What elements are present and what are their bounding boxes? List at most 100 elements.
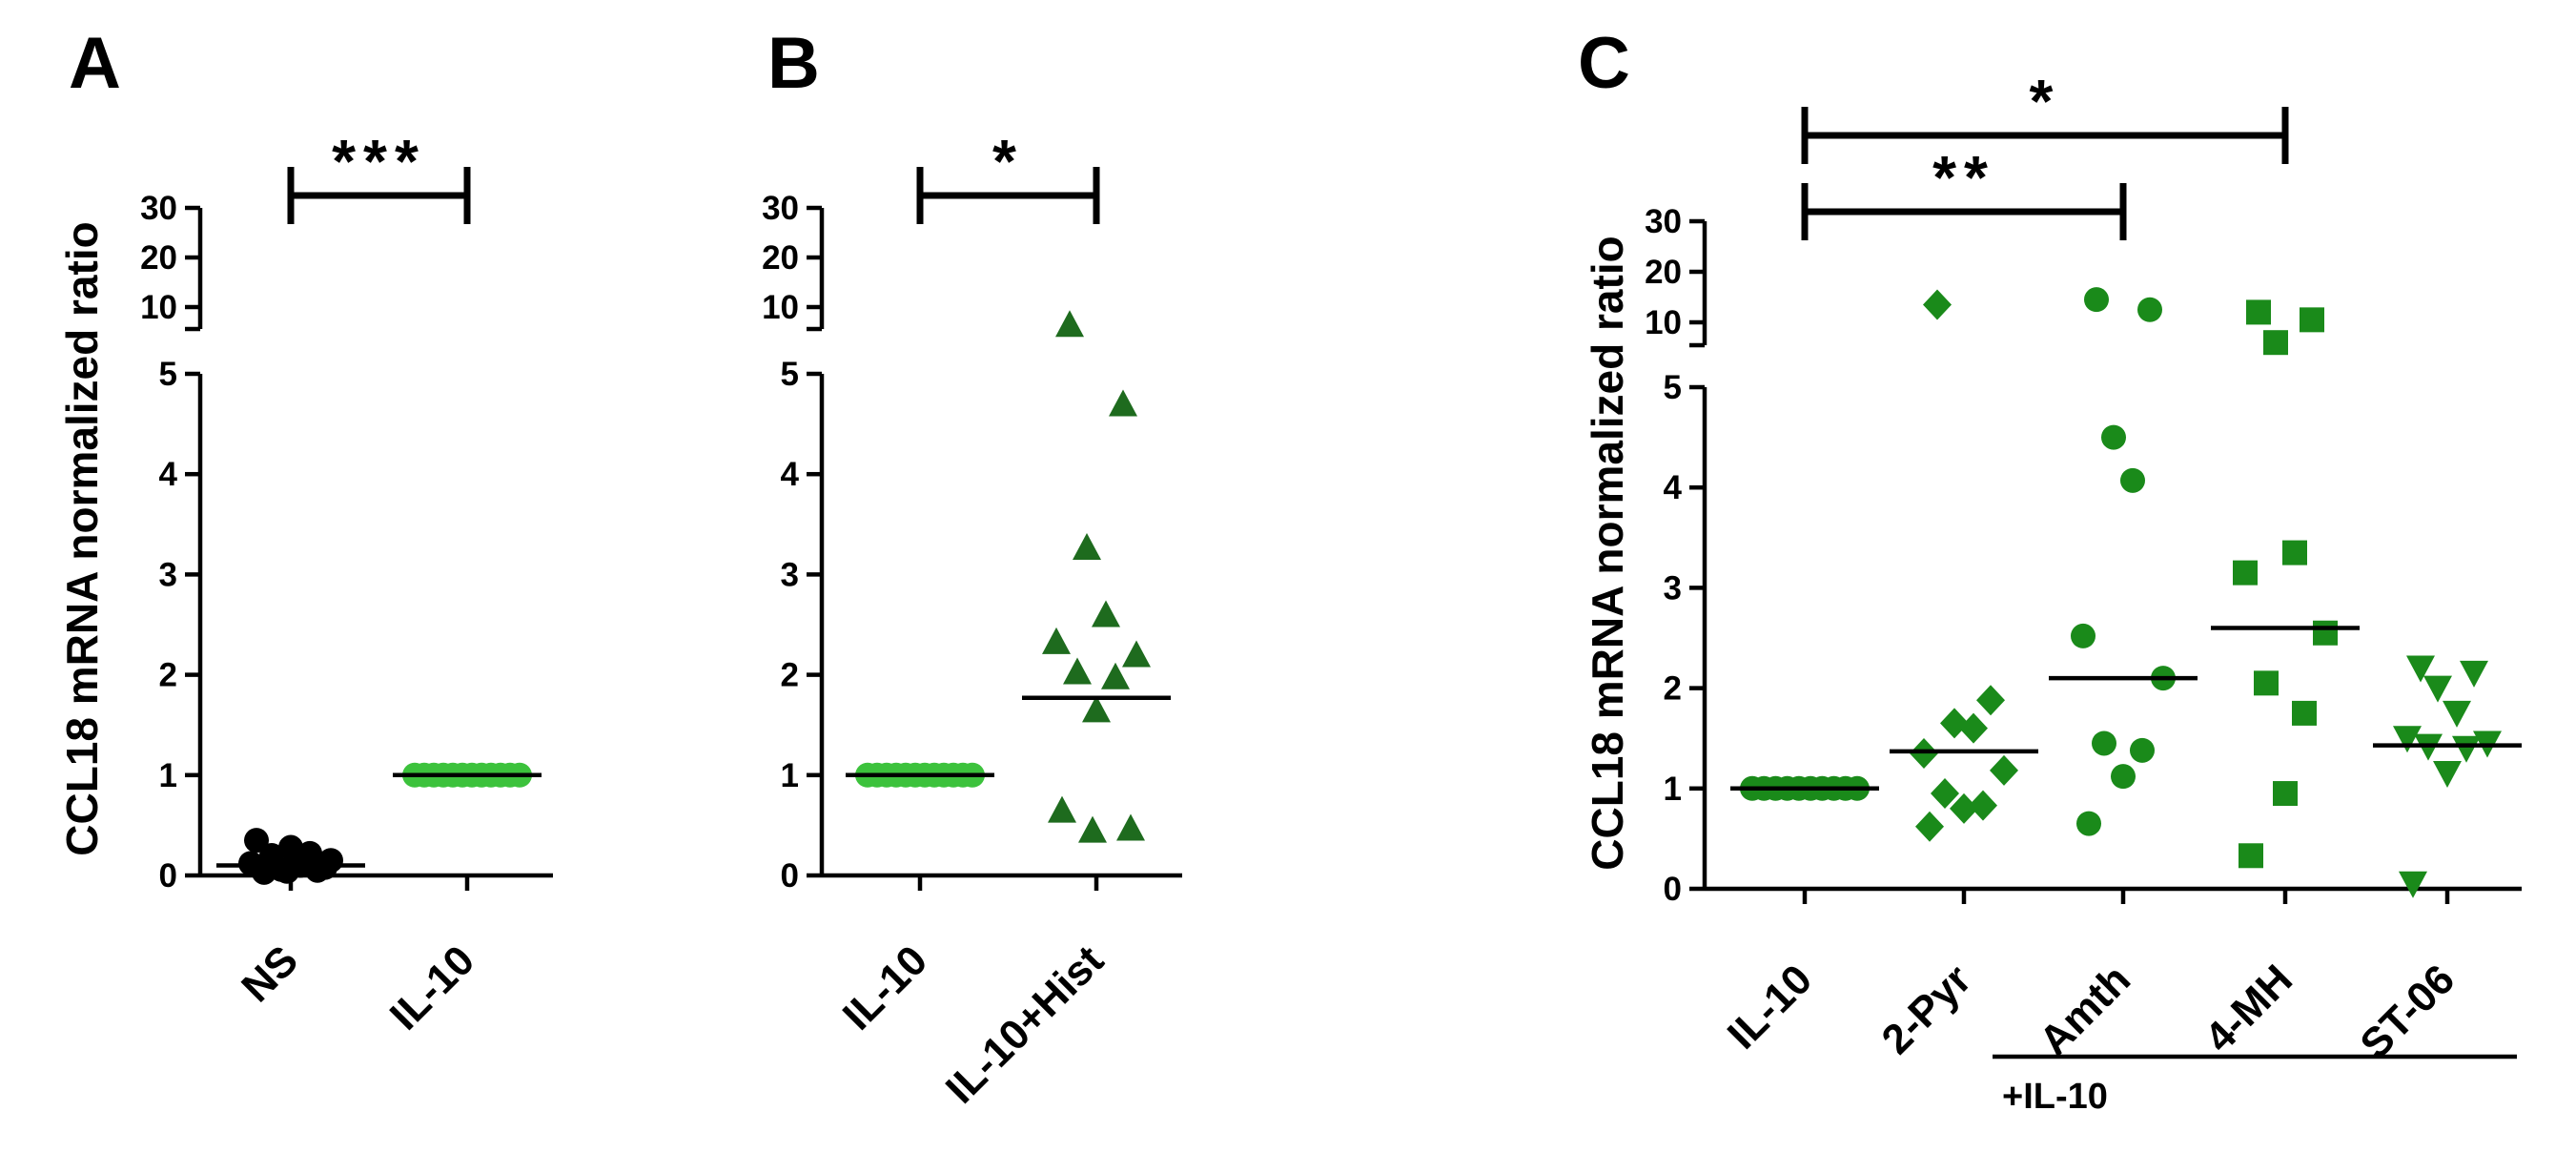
data-point-4-mh-7 xyxy=(2292,700,2317,726)
series-il-10 xyxy=(393,762,542,788)
y-tick-label-20: 20 xyxy=(140,239,177,277)
y-axis-a xyxy=(185,205,553,891)
series-amth xyxy=(2049,287,2198,836)
data-point-amth-7 xyxy=(2130,737,2155,763)
panel-a: A CCL18 mRNA normalized ratio 0 1 2 3 4 5 10 20… xyxy=(57,23,553,1039)
data-point-il-10-hist-11 xyxy=(1078,815,1107,843)
y-tick-label-10: 10 xyxy=(762,289,799,326)
data-point-2-pyr-9 xyxy=(1915,811,1944,842)
y-tick-labels-b: 0 1 2 3 4 5 10 20 30 xyxy=(762,190,799,895)
significance-brackets-a: *** xyxy=(287,127,471,224)
series-2-pyr xyxy=(1890,289,2038,842)
data-point-st-06-1 xyxy=(2460,660,2488,688)
significance-bracket xyxy=(287,167,471,224)
y-tick-label-10: 10 xyxy=(140,289,177,326)
data-point-ns-9 xyxy=(244,828,269,854)
data-point-il-10-hist-4 xyxy=(1042,627,1071,654)
panel-c: C CCL18 mRNA normalized ratio 0 1 2 3 4 5 10 20… xyxy=(1578,23,2522,1117)
y-tick-labels-c: 0 1 2 3 4 5 10 20 30 xyxy=(1645,203,1682,908)
data-points-b xyxy=(846,310,1171,843)
data-point-il-10-hist-5 xyxy=(1122,640,1151,668)
data-point-2-pyr-2 xyxy=(1940,708,1969,739)
y-tick-label-10: 10 xyxy=(1645,304,1682,341)
y-tick-label-1: 1 xyxy=(781,757,799,794)
data-point-2-pyr-1 xyxy=(1976,685,2005,716)
data-point-2-pyr-7 xyxy=(1969,790,1997,821)
y-tick-label-4: 4 xyxy=(781,456,800,493)
data-point-4-mh-3 xyxy=(2282,540,2307,566)
significance-il-10-vs-4-mh: * xyxy=(1801,67,2289,164)
data-point-4-mh-4 xyxy=(2233,560,2258,586)
significance-il-10-vs-il-10-hist: * xyxy=(916,127,1100,224)
y-tick-label-30: 30 xyxy=(140,190,177,227)
x-category-label-4-mh: 4-MH xyxy=(2196,956,2301,1061)
panel-b: B 0 1 2 3 4 5 10 20 30 IL-10 IL-10+Hist * xyxy=(762,23,1182,1113)
y-tick-label-30: 30 xyxy=(762,190,799,227)
y-tick-label-4: 4 xyxy=(159,456,178,493)
x-category-label-il-10: IL-10 xyxy=(381,936,483,1039)
data-point-st-06-4 xyxy=(2393,726,2422,753)
y-tick-label-3: 3 xyxy=(1664,569,1682,607)
y-tick-label-5: 5 xyxy=(1664,369,1682,406)
y-tick-label-1: 1 xyxy=(1664,771,1682,808)
data-point-amth-6 xyxy=(2092,730,2116,756)
data-point-amth-2 xyxy=(2101,424,2126,450)
y-tick-label-0: 0 xyxy=(1664,871,1682,908)
panel-letter-a: A xyxy=(69,23,121,104)
x-category-labels-a: NS IL-10 xyxy=(233,936,483,1039)
data-points-c xyxy=(1730,287,2522,898)
data-point-2-pyr-0 xyxy=(1923,289,1952,320)
series-ns xyxy=(216,828,365,885)
data-point-4-mh-1 xyxy=(2300,307,2324,333)
y-tick-label-2: 2 xyxy=(781,657,799,694)
significance-ns-vs-il-10: *** xyxy=(287,127,471,224)
x-category-label-il-10: IL-10 xyxy=(834,936,936,1039)
x-category-labels-c: IL-10 2-Pyr Amth 4-MH ST-06 xyxy=(1719,956,2464,1068)
significance-stars: *** xyxy=(332,127,426,195)
data-point-4-mh-5 xyxy=(2313,620,2338,646)
data-point-st-06-3 xyxy=(2443,700,2471,728)
y-axis-label-c: CCL18 mRNA normalized ratio xyxy=(1583,236,1632,870)
y-axis-b xyxy=(807,205,1182,891)
data-point-4-mh-8 xyxy=(2273,781,2298,807)
y-tick-labels-a: 0 1 2 3 4 5 10 20 30 xyxy=(140,190,177,895)
y-tick-label-2: 2 xyxy=(159,657,177,694)
data-point-2-pyr-5 xyxy=(1990,754,2018,786)
y-tick-label-3: 3 xyxy=(159,556,177,593)
y-tick-label-0: 0 xyxy=(781,857,799,895)
significance-brackets-c: *** xyxy=(1801,67,2289,240)
y-tick-label-5: 5 xyxy=(781,356,799,393)
significance-bracket xyxy=(916,167,1100,224)
significance-stars: * xyxy=(2030,67,2061,135)
y-axis-label-a: CCL18 mRNA normalized ratio xyxy=(57,221,107,855)
data-point-amth-1 xyxy=(2137,297,2162,322)
series-il-10 xyxy=(1730,775,1879,801)
panel-letter-c: C xyxy=(1578,23,1630,104)
data-point-amth-4 xyxy=(2071,623,2096,648)
series-st-06 xyxy=(2373,655,2522,898)
y-tick-label-2: 2 xyxy=(1664,670,1682,708)
group-label-c: +IL-10 xyxy=(2002,1077,2108,1117)
data-point-ns-11 xyxy=(275,858,299,884)
data-point-st-06-9 xyxy=(2399,871,2427,898)
series-4-mh xyxy=(2211,299,2360,869)
series-il-10-hist xyxy=(1022,310,1171,843)
y-tick-label-0: 0 xyxy=(159,857,177,895)
data-point-il-10-hist-2 xyxy=(1073,532,1101,560)
data-point-il-10-hist-1 xyxy=(1109,389,1137,417)
data-point-4-mh-2 xyxy=(2263,330,2288,356)
data-point-amth-3 xyxy=(2120,467,2145,493)
y-tick-label-20: 20 xyxy=(762,239,799,277)
data-point-2-pyr-3 xyxy=(1959,712,1988,744)
data-point-il-10-hist-9 xyxy=(1048,795,1076,823)
data-point-amth-9 xyxy=(2076,811,2101,836)
x-category-label-il-10-hist: IL-10+Hist xyxy=(937,936,1113,1112)
data-point-4-mh-9 xyxy=(2239,843,2263,869)
y-tick-label-30: 30 xyxy=(1645,203,1682,240)
x-category-label-st-06: ST-06 xyxy=(2351,956,2464,1068)
significance-stars: ** xyxy=(1932,143,1995,212)
x-category-label-ns: NS xyxy=(233,936,307,1011)
data-point-il-10-hist-3 xyxy=(1092,600,1120,627)
data-point-st-06-0 xyxy=(2406,655,2435,683)
data-point-il-10-hist-6 xyxy=(1063,657,1092,685)
